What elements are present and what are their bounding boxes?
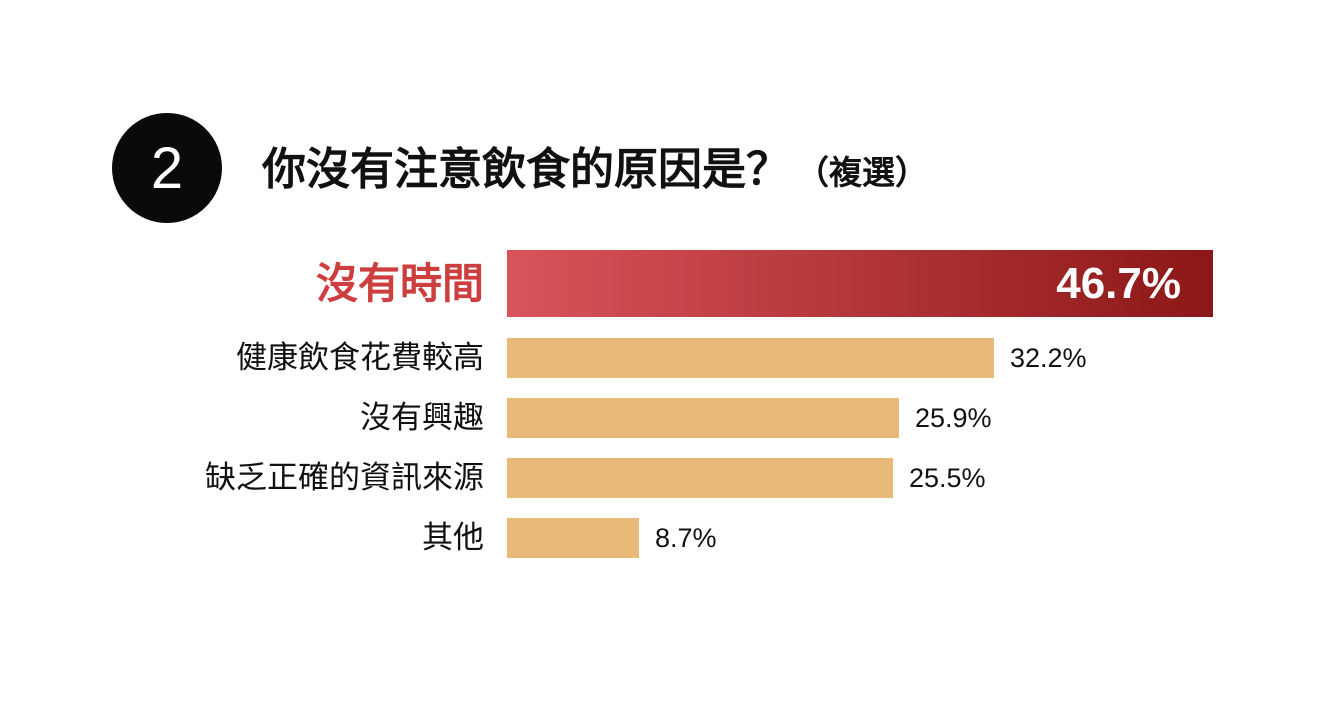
value-label-3: 25.5% bbox=[909, 463, 986, 493]
bar-4 bbox=[507, 518, 639, 558]
bar-3 bbox=[507, 458, 893, 498]
question-title: 你沒有注意飲食的原因是？ （複選） bbox=[262, 140, 928, 200]
value-label-4: 8.7% bbox=[655, 523, 717, 553]
bar-1 bbox=[507, 338, 994, 378]
question-number-badge: 2 bbox=[112, 113, 222, 223]
bar-2 bbox=[507, 398, 899, 438]
question-number: 2 bbox=[150, 135, 184, 201]
question-title-text: 你沒有注意飲食的原因是？ bbox=[262, 144, 790, 195]
question-title-suffix: （複選） bbox=[796, 153, 928, 192]
value-label-0: 46.7% bbox=[1056, 259, 1181, 308]
bar-0 bbox=[507, 250, 1213, 317]
category-label-3: 缺乏正確的資訊來源 bbox=[205, 460, 484, 496]
category-label-4: 其他 bbox=[422, 520, 484, 556]
value-label-2: 25.9% bbox=[915, 403, 992, 433]
category-label-2: 沒有興趣 bbox=[360, 400, 484, 436]
category-label-0: 沒有時間 bbox=[316, 259, 484, 308]
category-label-1: 健康飲食花費較高 bbox=[236, 340, 484, 376]
value-label-1: 32.2% bbox=[1010, 343, 1087, 373]
